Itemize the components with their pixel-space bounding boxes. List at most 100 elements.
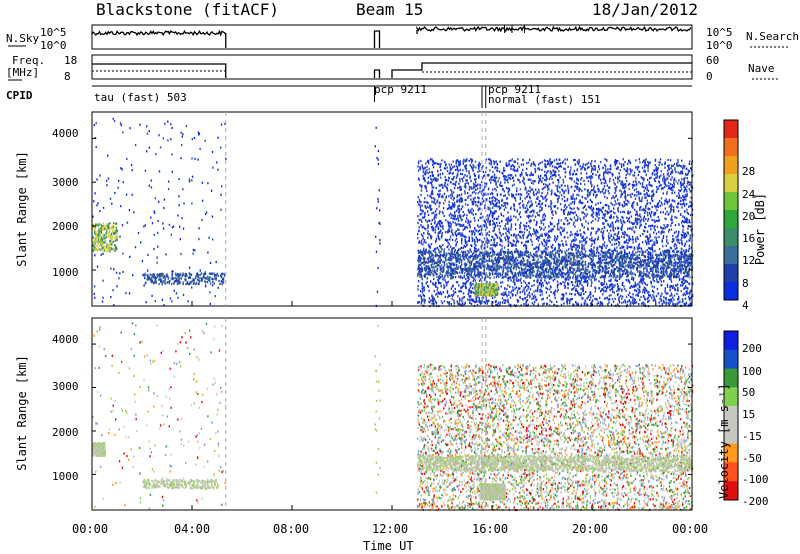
pt (95, 145, 97, 149)
pt (519, 211, 521, 214)
pt (664, 287, 666, 290)
pt (510, 223, 513, 226)
pt (428, 233, 431, 236)
pt (482, 240, 484, 244)
pt (499, 265, 501, 268)
pt (630, 246, 633, 249)
pt (435, 239, 437, 242)
pt (644, 225, 646, 228)
pt (641, 166, 644, 169)
pt (448, 177, 450, 180)
pt (477, 248, 480, 251)
pt (655, 274, 657, 277)
pt (446, 166, 448, 169)
pt (569, 299, 571, 302)
pt (498, 199, 500, 202)
pt (666, 240, 668, 243)
pt (420, 296, 423, 299)
pt (649, 253, 652, 256)
pt (548, 281, 550, 284)
pt (680, 188, 683, 191)
pt (662, 236, 664, 240)
pt (546, 198, 548, 201)
pt (485, 298, 487, 301)
pt (425, 241, 427, 244)
pt (656, 172, 659, 175)
pt (437, 287, 439, 290)
pt (418, 301, 420, 304)
pt (431, 174, 434, 177)
pt (456, 159, 459, 162)
pt (661, 163, 663, 166)
pt (640, 223, 642, 226)
pt (526, 194, 529, 198)
pt (585, 172, 588, 175)
pt (148, 130, 150, 133)
pt (663, 202, 666, 205)
pt (563, 167, 565, 170)
pt (215, 260, 217, 263)
pt (628, 227, 631, 230)
pt (378, 221, 380, 224)
pt (675, 284, 678, 287)
pt (426, 182, 429, 185)
pt (525, 173, 527, 176)
pt (635, 188, 638, 191)
pt (590, 247, 592, 250)
pt (417, 169, 420, 172)
pt (598, 245, 601, 248)
pt (647, 202, 649, 205)
pt (569, 177, 571, 180)
pt (519, 236, 521, 239)
pt (460, 234, 462, 237)
pt (572, 284, 574, 287)
pt (651, 190, 653, 193)
pt (638, 289, 640, 292)
pt (667, 242, 669, 245)
pt (435, 282, 437, 285)
pt (438, 190, 440, 193)
pt (96, 265, 99, 268)
pt (648, 207, 651, 210)
pt (509, 220, 511, 223)
pt (575, 287, 577, 291)
pt (598, 301, 600, 305)
pt (435, 300, 437, 303)
pt (146, 269, 149, 272)
pt (428, 167, 430, 171)
pt (376, 156, 378, 160)
pt (433, 200, 435, 203)
pt (629, 238, 632, 241)
pt (507, 218, 509, 221)
pt (597, 175, 600, 178)
pt (678, 223, 680, 226)
pt (574, 233, 576, 236)
pt (553, 248, 556, 251)
pt (526, 204, 528, 207)
pt (588, 277, 590, 280)
pt (673, 163, 676, 166)
pt (225, 157, 227, 160)
pt (451, 294, 453, 297)
pt (505, 232, 507, 235)
pt (680, 164, 682, 168)
pt (658, 219, 660, 222)
pt (526, 289, 528, 292)
pt (446, 169, 449, 173)
pt (521, 231, 523, 234)
pt (523, 289, 525, 292)
pt (470, 244, 472, 247)
pt (690, 189, 692, 193)
pt (569, 292, 571, 295)
pt (428, 249, 430, 252)
pt (685, 250, 687, 253)
pt (677, 287, 679, 290)
pt (651, 244, 653, 247)
pt (438, 275, 440, 278)
pt (571, 281, 573, 284)
pt (537, 246, 539, 249)
pt (558, 174, 560, 177)
pt (181, 135, 183, 138)
pt (561, 258, 563, 261)
pt (495, 181, 497, 184)
